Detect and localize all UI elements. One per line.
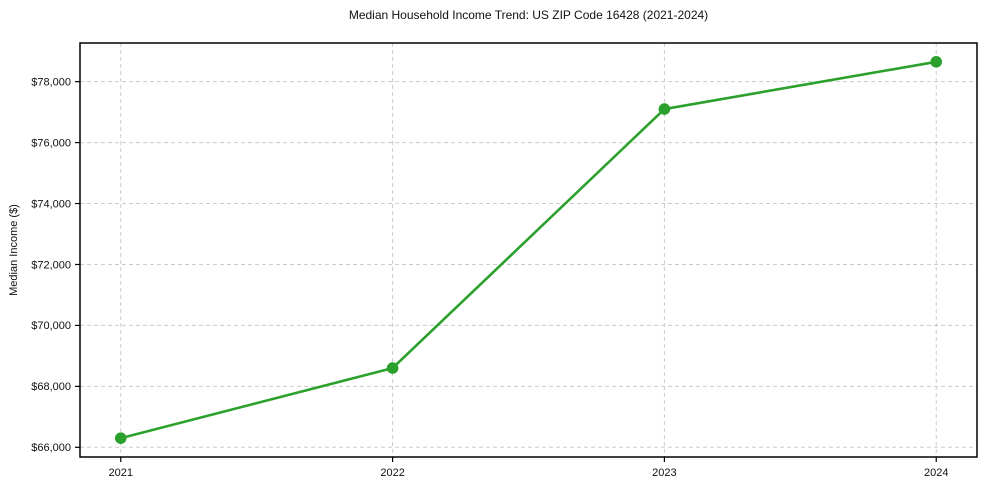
data-point-2021 [114, 432, 127, 444]
y-tick-label: $72,000 [31, 259, 71, 271]
y-tick-label: $68,000 [31, 381, 71, 393]
x-tick-label: 2023 [652, 467, 676, 479]
plot-svg: 2021 2022 2023 2024 $66,000 $68,000 $70,000 $72… [31, 42, 978, 479]
y-tick-label: $66,000 [31, 442, 71, 454]
data-point-2024 [930, 56, 943, 68]
y-tick-label: $78,000 [31, 76, 71, 88]
y-axis-label: Median Income ($) [8, 204, 20, 296]
x-tick-label: 2021 [109, 467, 133, 479]
chart-title: Median Household Income Trend: US ZIP Co… [348, 8, 709, 22]
x-tick-label: 2022 [380, 467, 404, 479]
data-point-2023 [658, 103, 671, 115]
y-tick-label: $74,000 [31, 198, 71, 210]
x-tick-label: 2024 [924, 467, 948, 479]
y-tick-label: $76,000 [31, 137, 71, 149]
plot-border [79, 42, 978, 458]
trend-line [119, 60, 938, 440]
data-point-2022 [386, 362, 399, 374]
y-tick-label: $70,000 [31, 320, 71, 332]
